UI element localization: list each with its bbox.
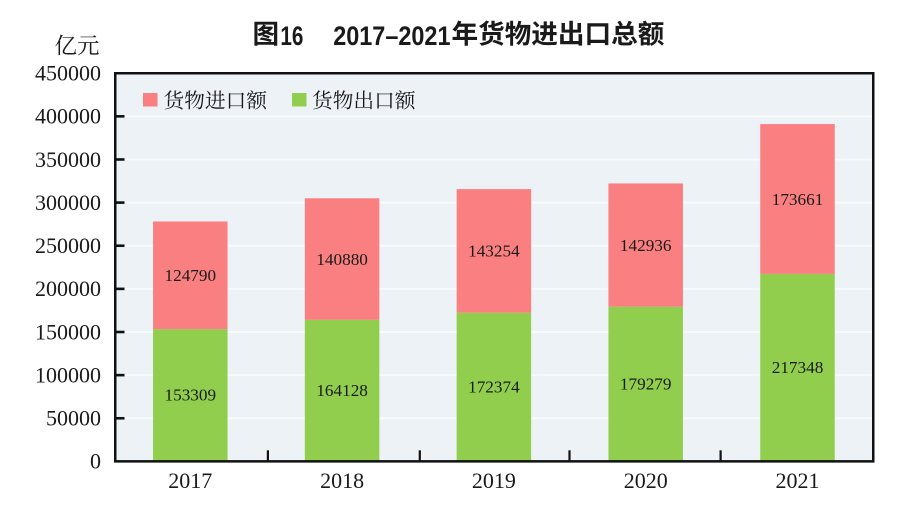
svg-text:350000: 350000 [35, 147, 101, 172]
svg-text:143254: 143254 [468, 242, 520, 261]
svg-text:300000: 300000 [35, 190, 101, 215]
svg-text:179279: 179279 [620, 374, 672, 393]
svg-text:150000: 150000 [35, 319, 101, 344]
svg-text:50000: 50000 [46, 406, 101, 431]
svg-text:100000: 100000 [35, 362, 101, 387]
svg-text:2021: 2021 [776, 468, 820, 493]
svg-text:2017–2021: 2017–2021 [333, 21, 450, 51]
svg-text:450000: 450000 [35, 61, 101, 86]
svg-text:200000: 200000 [35, 276, 101, 301]
svg-text:164128: 164128 [316, 381, 368, 400]
svg-text:0: 0 [90, 449, 101, 474]
svg-text:142936: 142936 [620, 236, 672, 255]
svg-text:140880: 140880 [316, 250, 368, 269]
svg-text:172374: 172374 [468, 377, 520, 396]
svg-text:153309: 153309 [165, 386, 217, 405]
svg-text:124790: 124790 [165, 266, 217, 285]
svg-text:250000: 250000 [35, 233, 101, 258]
svg-text:2019: 2019 [472, 468, 516, 493]
svg-text:16: 16 [280, 21, 303, 51]
svg-text:2017: 2017 [168, 468, 212, 493]
svg-text:2018: 2018 [320, 468, 364, 493]
svg-text:400000: 400000 [35, 104, 101, 129]
svg-text:2020: 2020 [624, 468, 668, 493]
svg-text:173661: 173661 [772, 190, 824, 209]
svg-text:217348: 217348 [772, 358, 824, 377]
